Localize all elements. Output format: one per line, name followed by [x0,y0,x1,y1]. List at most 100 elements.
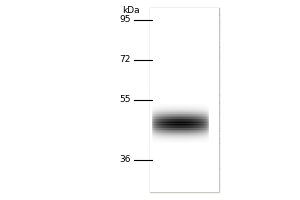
Bar [150,109,219,110]
Bar [150,25,219,26]
Bar [150,42,219,43]
Bar [150,38,219,39]
Bar [150,119,219,120]
Bar [150,8,219,9]
Bar [150,123,219,124]
Bar [150,15,219,16]
Bar [150,111,219,112]
Bar [150,169,219,170]
Bar [150,134,219,135]
Bar [150,183,219,184]
Bar [150,165,219,166]
Bar [150,127,219,128]
Bar [150,91,219,92]
Bar [150,74,219,75]
Bar [150,118,219,119]
Bar [150,21,219,22]
Bar [150,121,219,122]
Bar [150,177,219,178]
Bar [150,56,219,57]
Text: 55: 55 [119,96,131,104]
Bar [150,190,219,191]
Bar [150,101,219,102]
Bar [150,145,219,146]
Bar [150,11,219,12]
Bar [150,87,219,88]
Bar [150,122,219,123]
Bar [150,48,219,49]
Bar [150,157,219,158]
Bar [150,93,219,94]
Bar [150,160,219,161]
Bar [150,100,219,101]
Bar [150,161,219,162]
Bar [150,148,219,149]
Bar [150,53,219,54]
Text: 95: 95 [119,16,131,24]
Bar [150,175,219,176]
Bar [150,35,219,36]
Bar [150,115,219,116]
Bar [150,120,219,121]
Bar [150,27,219,28]
Bar [150,67,219,68]
Bar [150,83,219,84]
Bar [150,137,219,138]
Bar [150,163,219,164]
Bar [150,19,219,20]
Bar [150,159,219,160]
Bar [150,144,219,145]
Bar [150,158,219,159]
Bar [150,12,219,13]
Bar [150,24,219,25]
Bar [150,167,219,168]
Bar [150,68,219,69]
Bar [150,128,219,129]
Bar [150,51,219,52]
Bar [150,151,219,152]
Bar [150,184,219,185]
Bar [150,70,219,71]
Bar [150,187,219,188]
Bar [150,29,219,30]
Bar [150,33,219,34]
Bar [150,173,219,174]
Bar [150,105,219,106]
Bar [150,13,219,14]
Bar [150,106,219,107]
Bar [150,155,219,156]
Bar [150,96,219,97]
Bar [150,189,219,190]
Bar [150,104,219,105]
Bar [150,142,219,143]
Bar [150,23,219,24]
Bar [150,76,219,77]
Bar [150,149,219,150]
Text: 72: 72 [120,55,131,64]
Bar [150,166,219,167]
Bar [150,147,219,148]
Bar [150,95,219,96]
Bar [150,52,219,53]
Bar [150,16,219,17]
Bar [150,114,219,115]
Bar [150,153,219,154]
Bar [150,57,219,58]
Bar [150,129,219,130]
Bar [150,178,219,179]
Bar [150,75,219,76]
Bar [150,108,219,109]
Bar [150,41,219,42]
Bar [150,37,219,38]
Bar [150,58,219,59]
Bar [150,143,219,144]
Bar [150,50,219,51]
Bar [150,40,219,41]
Text: kDa: kDa [122,6,139,15]
Bar [150,22,219,23]
Bar [150,186,219,187]
Bar [150,168,219,169]
Bar [150,14,219,15]
Bar [150,32,219,33]
Bar [150,130,219,131]
